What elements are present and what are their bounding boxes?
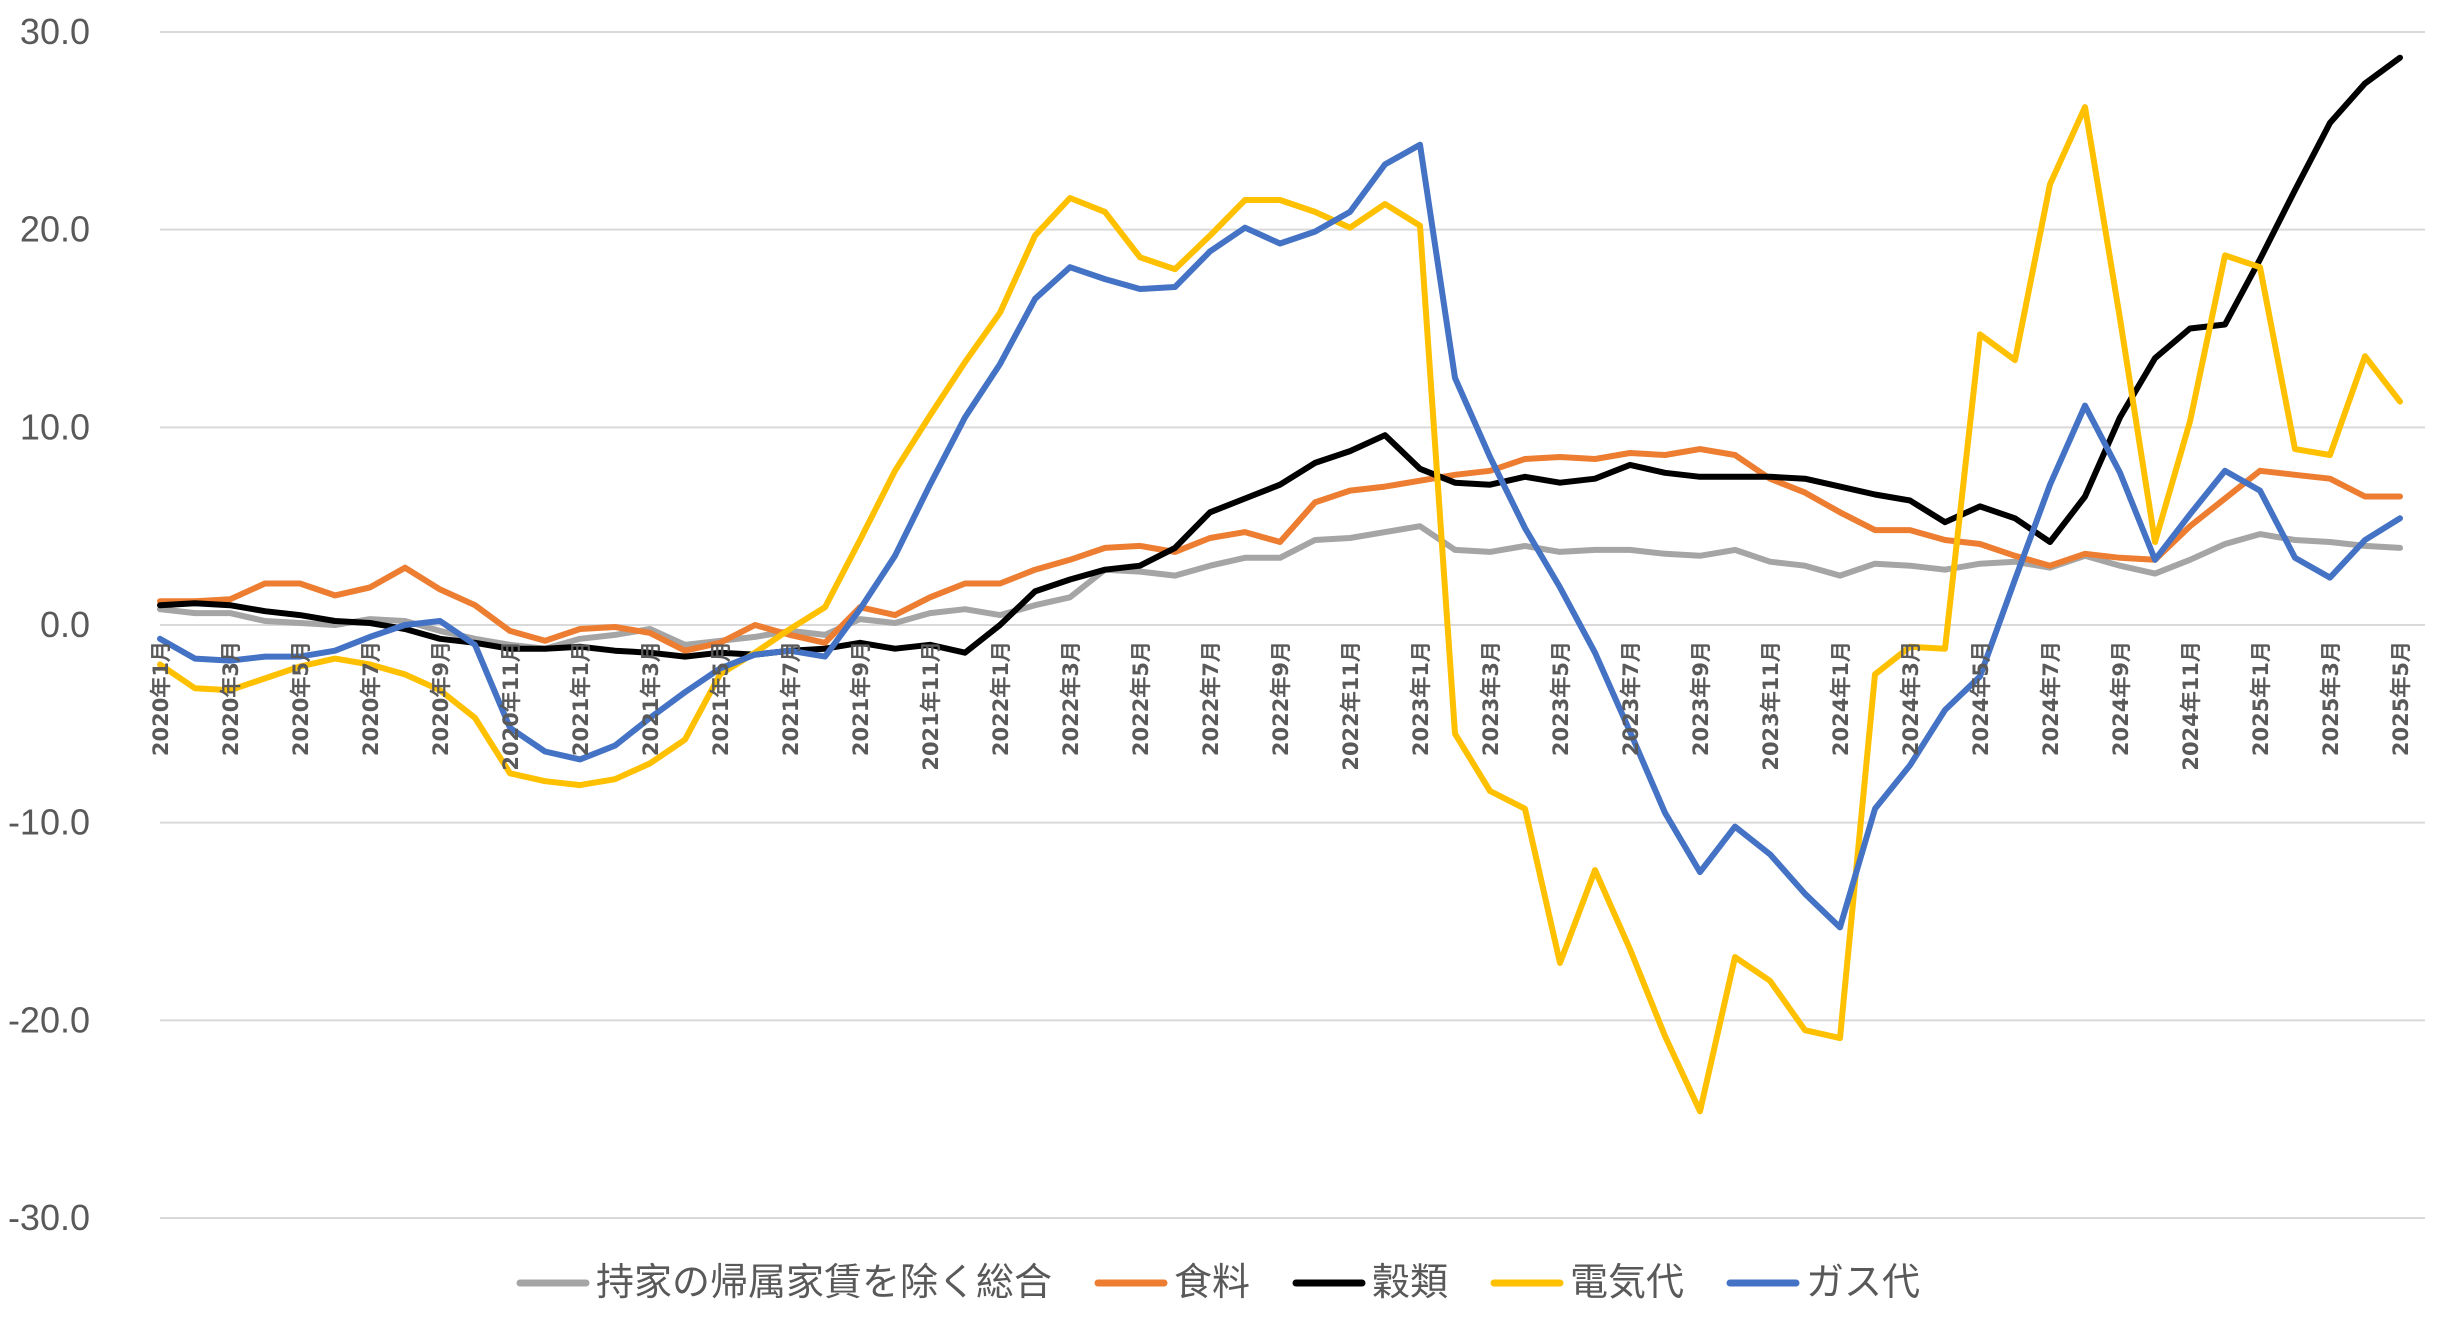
x-tick-label: 2022年3月 [1059, 641, 1083, 756]
x-tick-label: 2022年5月 [1129, 641, 1153, 756]
x-tick-label: 2024年3月 [1899, 641, 1923, 756]
x-tick-label: 2022年11月 [1339, 641, 1363, 771]
x-tick-label: 2025年5月 [2389, 641, 2413, 756]
y-tick-label: -30.0 [8, 1197, 90, 1238]
gridlines [160, 31, 2425, 1219]
y-tick-label: -10.0 [8, 802, 90, 843]
x-tick-label: 2021年9月 [849, 641, 873, 756]
legend-label: ガス代 [1806, 1260, 1920, 1304]
x-tick-label: 2024年11月 [2179, 641, 2203, 771]
y-tick-label: 10.0 [20, 406, 90, 447]
x-tick-label: 2021年5月 [709, 641, 733, 756]
series-lines [157, 54, 2403, 1115]
series-line-食料 [157, 446, 2403, 654]
x-tick-label: 2020年5月 [289, 641, 313, 756]
x-tick-label: 2021年3月 [639, 641, 663, 756]
series-line-ガス代 [157, 141, 2403, 931]
x-tick-label: 2020年11月 [499, 641, 523, 771]
x-tick-label: 2024年1月 [1829, 641, 1853, 756]
x-tick-label: 2020年7月 [359, 641, 383, 756]
x-tick-label: 2020年1月 [149, 641, 173, 756]
x-tick-label: 2023年5月 [1549, 641, 1573, 756]
x-axis-tick-labels: 2020年1月 2020年3月 2020年5月 2020年7月 2020年9月 2020年… [149, 641, 2413, 771]
y-tick-label: 20.0 [20, 209, 90, 250]
legend-item: ガス代 [1726, 1260, 1920, 1304]
x-tick-label: 2023年1月 [1409, 641, 1433, 756]
x-tick-label: 2025年3月 [2319, 641, 2343, 756]
legend-label: 穀類 [1372, 1260, 1448, 1304]
legend-label: 食料 [1174, 1260, 1250, 1304]
series-line-電気代 [157, 104, 2403, 1115]
legend-label: 持家の帰属家賃を除く総合 [596, 1260, 1052, 1304]
x-tick-label: 2022年9月 [1269, 641, 1293, 756]
x-tick-label: 2022年7月 [1199, 641, 1223, 756]
y-tick-label: 0.0 [40, 604, 90, 645]
x-tick-label: 2024年7月 [2039, 641, 2063, 756]
x-tick-label: 2020年3月 [219, 641, 243, 756]
legend: 持家の帰属家賃を除く総合 食料 穀類 電気代 ガス代 [516, 1260, 1920, 1304]
x-tick-label: 2024年9月 [2109, 641, 2133, 756]
x-tick-label: 2021年11月 [919, 641, 943, 771]
y-axis-tick-labels: 30.0 20.0 10.0 0.0 -10.0 -20.0 -30.0 [8, 11, 90, 1238]
series-line-穀類 [157, 54, 2403, 660]
x-tick-label: 2022年1月 [989, 641, 1013, 756]
legend-item: 持家の帰属家賃を除く総合 [516, 1260, 1052, 1304]
y-tick-label: -20.0 [8, 999, 90, 1040]
legend-label: 電気代 [1570, 1260, 1684, 1304]
x-tick-label: 2023年9月 [1689, 641, 1713, 756]
x-tick-label: 2024年5月 [1969, 641, 1993, 756]
x-tick-label: 2025年1月 [2249, 641, 2273, 756]
x-tick-label: 2021年7月 [779, 641, 803, 756]
legend-item: 電気代 [1490, 1260, 1684, 1304]
y-tick-label: 30.0 [20, 11, 90, 52]
x-tick-label: 2020年9月 [429, 641, 453, 756]
legend-item: 穀類 [1292, 1260, 1448, 1304]
x-tick-label: 2023年11月 [1759, 641, 1783, 771]
legend-item: 食料 [1094, 1260, 1250, 1304]
x-tick-label: 2023年7月 [1619, 641, 1643, 756]
x-tick-label: 2023年3月 [1479, 641, 1503, 756]
x-tick-label: 2021年1月 [569, 641, 593, 756]
